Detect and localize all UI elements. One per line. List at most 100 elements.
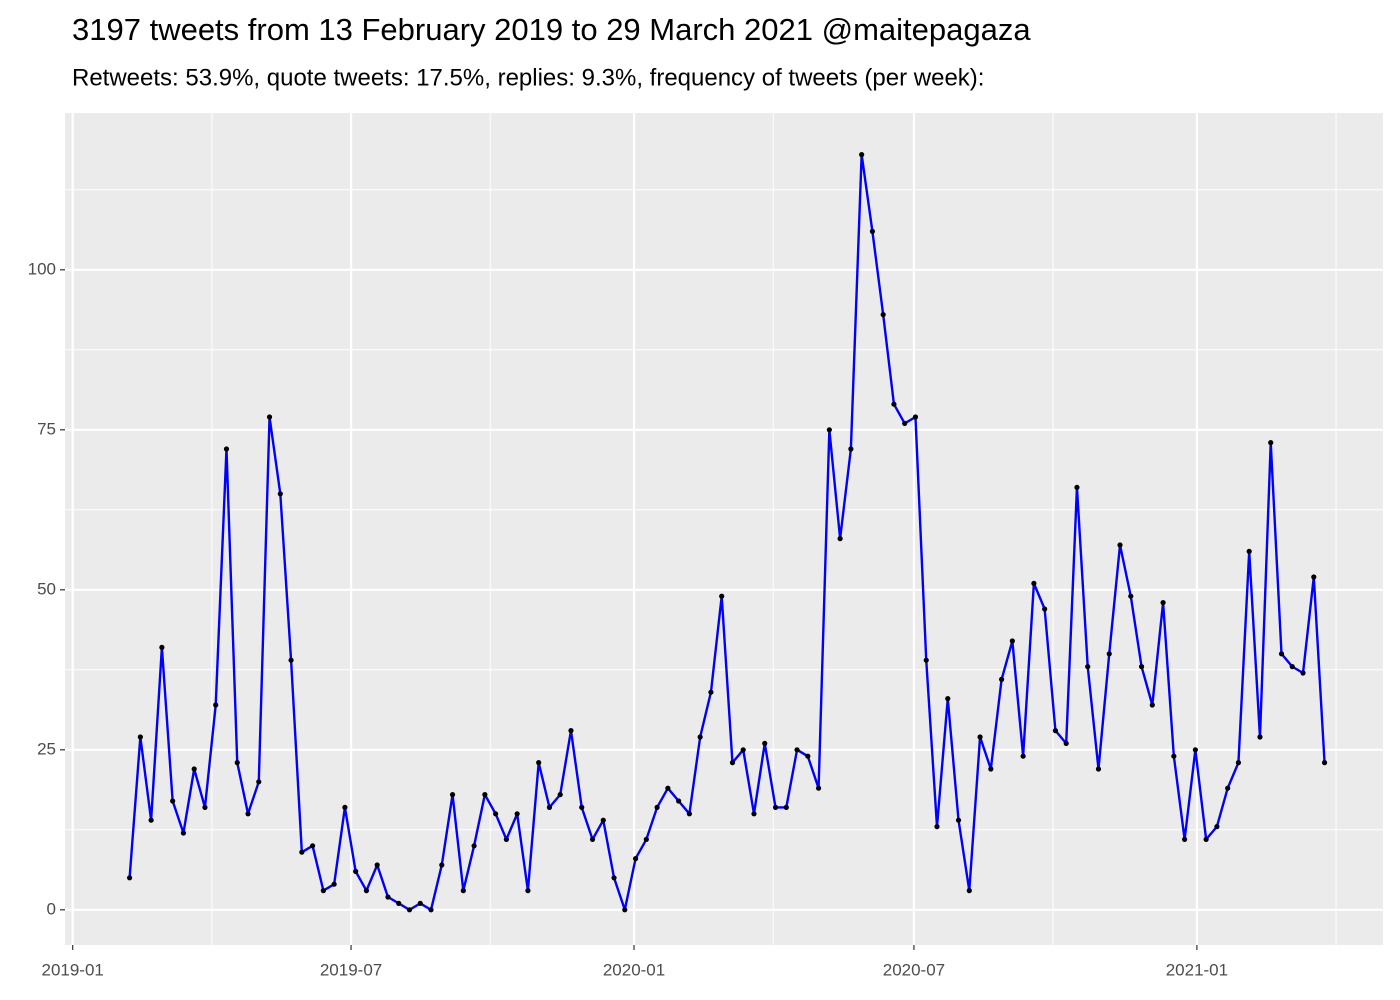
- point: [1031, 580, 1037, 587]
- point: [170, 798, 176, 804]
- y-tick-label: 50: [37, 579, 56, 598]
- point: [546, 804, 553, 811]
- point: [794, 747, 800, 753]
- y-tick-label: 25: [37, 739, 56, 758]
- point: [589, 836, 596, 843]
- point: [1257, 734, 1263, 740]
- point: [622, 907, 628, 913]
- point: [902, 420, 908, 426]
- point: [826, 427, 832, 433]
- x-tick-label: 2019-01: [41, 960, 103, 979]
- x-tick-label: 2019-07: [320, 960, 382, 979]
- point: [783, 804, 789, 811]
- point: [159, 644, 165, 651]
- point: [643, 836, 649, 843]
- point: [1138, 664, 1145, 670]
- point: [1042, 606, 1048, 612]
- point: [772, 804, 779, 811]
- point: [1160, 600, 1166, 606]
- point: [557, 792, 563, 798]
- point: [719, 593, 725, 599]
- x-tick-label: 2020-07: [883, 960, 945, 979]
- point: [223, 446, 230, 452]
- point: [417, 900, 423, 907]
- point: [1182, 836, 1188, 843]
- point: [955, 817, 962, 823]
- point: [1074, 484, 1080, 490]
- point: [374, 862, 380, 868]
- point: [1268, 440, 1274, 446]
- point: [202, 804, 208, 811]
- point: [912, 414, 919, 420]
- point: [1128, 593, 1134, 599]
- point: [342, 804, 348, 811]
- point: [1300, 670, 1306, 676]
- point: [245, 811, 251, 817]
- point: [406, 907, 413, 913]
- point: [1235, 760, 1242, 766]
- point: [439, 862, 445, 868]
- point: [180, 830, 187, 836]
- point: [213, 702, 219, 708]
- point: [428, 907, 434, 913]
- point: [256, 779, 262, 785]
- point: [449, 792, 456, 798]
- point: [1192, 747, 1198, 753]
- point: [665, 785, 671, 791]
- point: [460, 888, 466, 894]
- point: [536, 760, 542, 766]
- point: [1149, 702, 1155, 708]
- plot-panel: [65, 113, 1383, 945]
- point: [686, 811, 692, 817]
- point: [762, 740, 768, 747]
- point: [697, 734, 703, 740]
- point: [288, 657, 294, 663]
- point: [654, 804, 660, 811]
- point: [277, 491, 283, 497]
- chart-subtitle: Retweets: 53.9%, quote tweets: 17.5%, re…: [72, 64, 984, 91]
- point: [923, 657, 929, 663]
- point: [1214, 824, 1220, 830]
- point: [966, 888, 972, 894]
- point: [148, 817, 154, 823]
- point: [310, 843, 316, 849]
- point: [234, 760, 240, 766]
- point: [579, 804, 585, 811]
- point: [998, 676, 1005, 683]
- point: [1117, 542, 1123, 548]
- point: [331, 881, 337, 887]
- point: [1321, 760, 1328, 766]
- point: [600, 817, 606, 823]
- point: [751, 811, 757, 817]
- point: [525, 888, 531, 894]
- point: [1063, 740, 1069, 747]
- point: [1203, 836, 1209, 843]
- point: [869, 228, 876, 234]
- point: [632, 856, 639, 862]
- point: [880, 312, 886, 318]
- point: [837, 536, 843, 542]
- point: [934, 824, 940, 830]
- y-tick-label: 100: [28, 259, 56, 278]
- point: [137, 734, 143, 740]
- point: [676, 798, 682, 804]
- point: [859, 152, 865, 158]
- point: [1095, 766, 1102, 772]
- point: [266, 414, 273, 420]
- point: [815, 785, 822, 791]
- y-tick-label: 0: [47, 899, 56, 918]
- point: [191, 766, 197, 772]
- point: [729, 760, 736, 766]
- x-tick-label: 2020-01: [603, 960, 665, 979]
- point: [1289, 664, 1295, 670]
- point: [396, 900, 402, 907]
- point: [503, 836, 509, 843]
- point: [482, 792, 488, 798]
- y-tick-label: 75: [37, 419, 56, 438]
- point: [471, 843, 477, 849]
- point: [1311, 574, 1317, 580]
- point: [1246, 548, 1252, 555]
- point: [988, 766, 994, 772]
- point: [385, 894, 391, 900]
